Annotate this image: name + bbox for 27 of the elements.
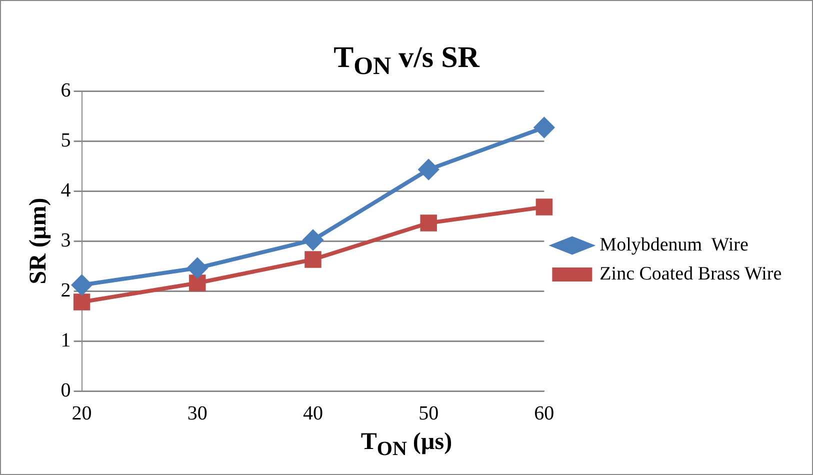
point [302,230,323,250]
legend-label: Zinc Coated Brass Wire [600,263,782,284]
point [73,294,90,310]
x-tick-label: 30 [187,402,208,424]
y-axis-title: SR (µm) [26,198,52,284]
point [72,275,92,295]
legend-label: Molybdenum Wire [600,234,748,256]
y-tick-label: 1 [60,329,71,352]
x-tick-label: 20 [72,402,92,424]
y-tick-label: 4 [60,179,71,202]
point [189,274,206,292]
y-tick-label: 3 [60,229,71,252]
y-tick-label: 0 [60,379,71,402]
chart-title: T$_{ON}$ v/s SR [332,41,481,81]
x-tick-label: 40 [302,402,323,424]
point [534,118,554,138]
x-tick-label: 50 [418,402,439,424]
y-tick-label: 5 [60,129,71,152]
point [420,214,437,232]
point [304,251,322,268]
point [536,198,553,216]
point [418,160,439,180]
y-tick-label: 6 [60,79,71,102]
point [187,258,208,278]
y-tick-label: 2 [60,279,71,302]
x-tick-label: 60 [534,402,554,424]
x-axis-title: T$_{ON}$ (µs) [360,429,454,461]
